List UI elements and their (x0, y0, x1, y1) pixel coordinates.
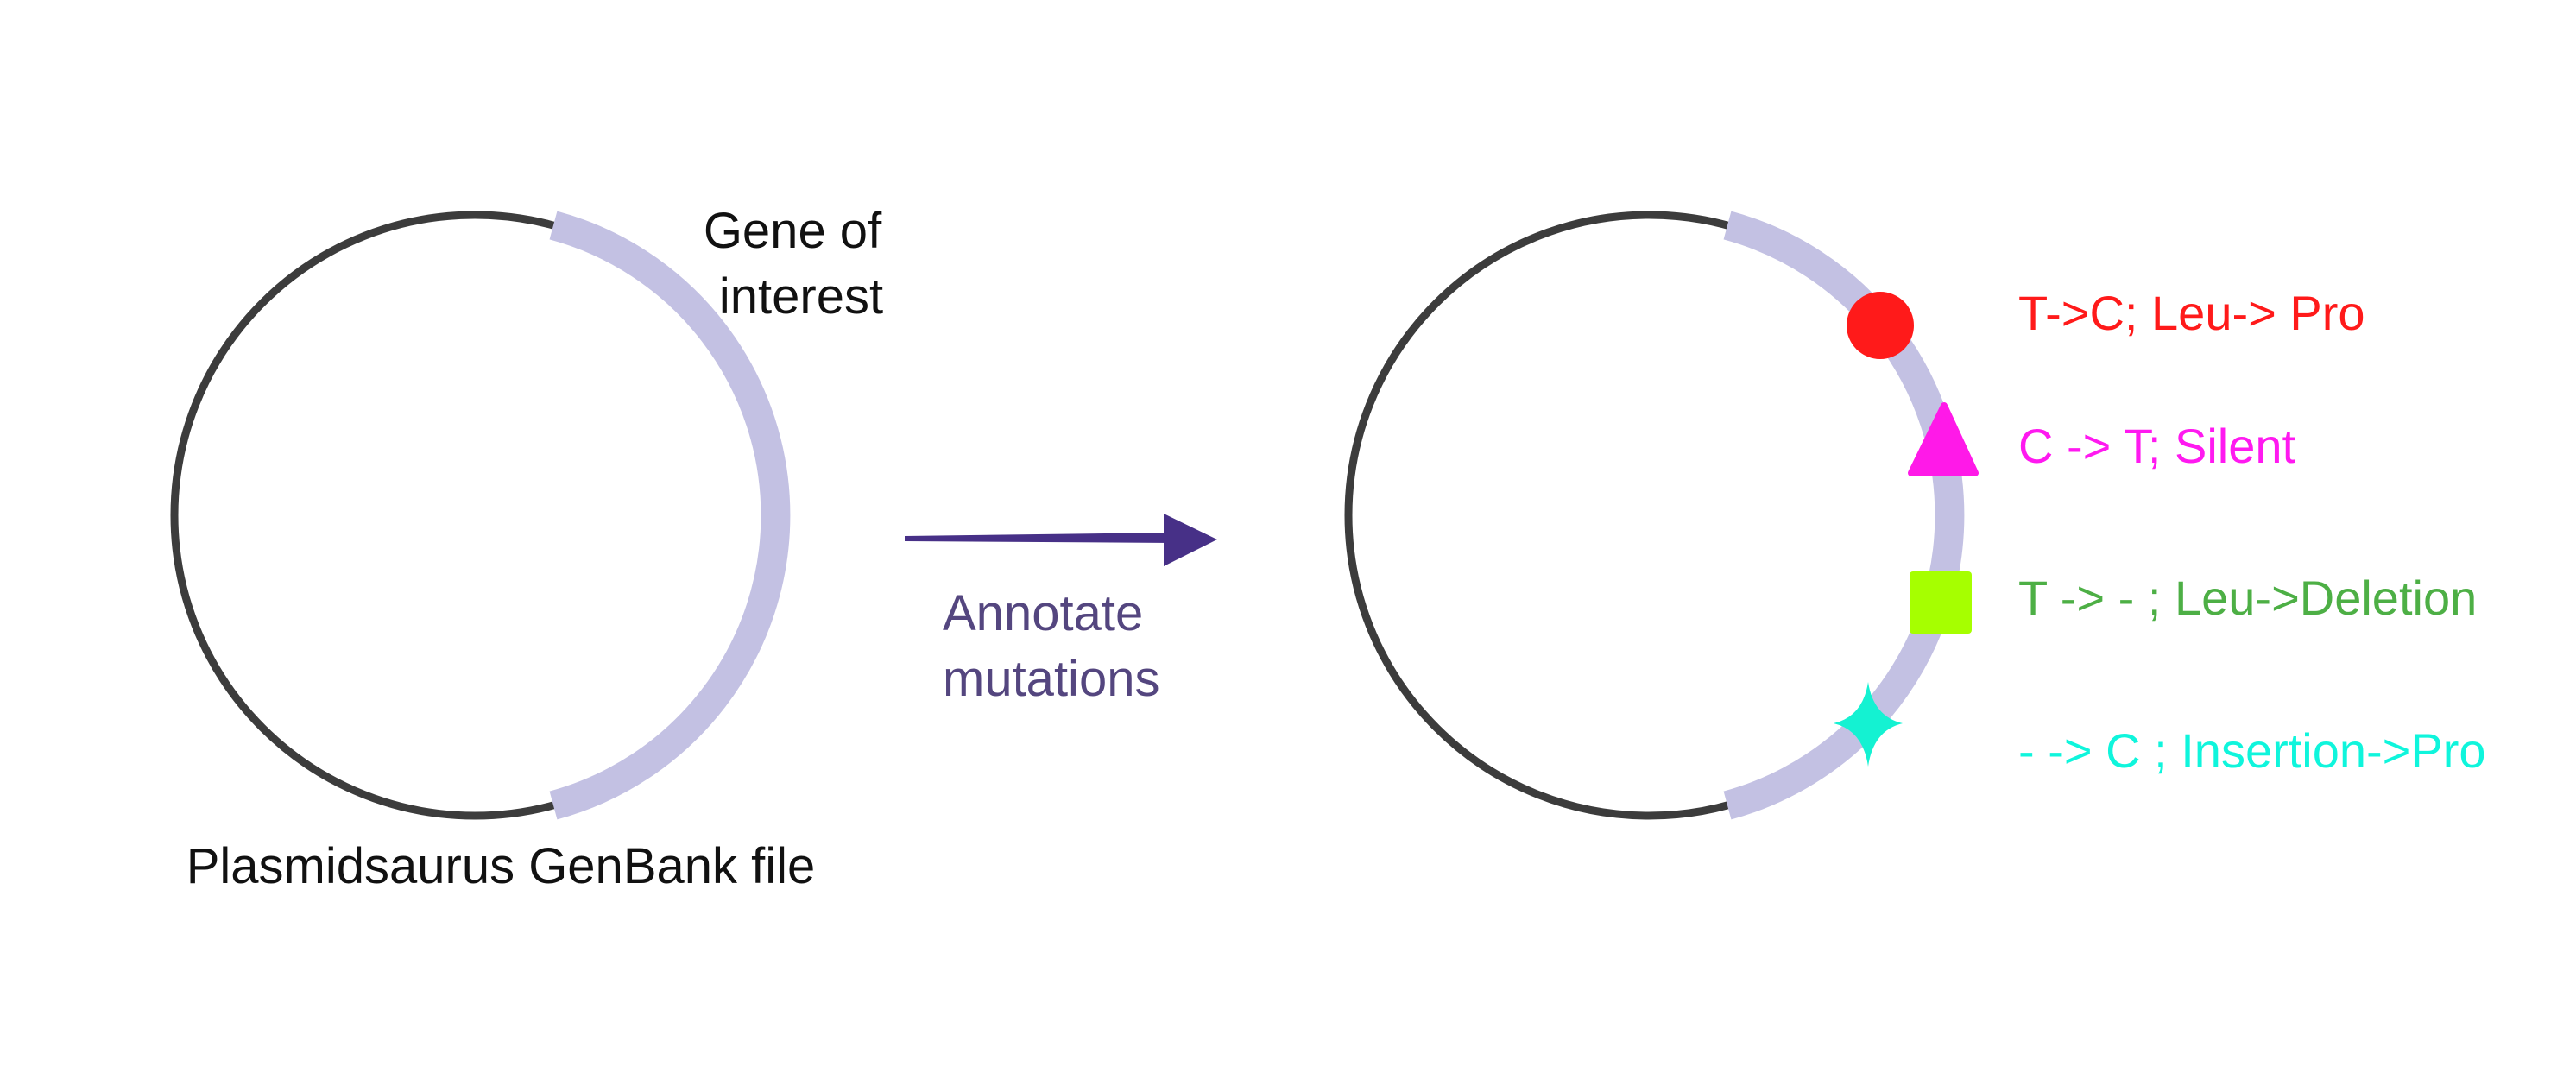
right-gene-of-interest-segment (1723, 211, 1965, 820)
mutation-label-insertion: - -> C ; Insertion->Pro (2018, 723, 2486, 778)
annotate-label-line1: Annotate (943, 585, 1143, 641)
gene-of-interest-label-line1: Gene of (704, 203, 882, 259)
mutation-label-silent: C -> T; Silent (2018, 419, 2296, 473)
arrow-shaft (905, 533, 1174, 543)
circle-icon (1847, 292, 1914, 359)
genbank-file-caption: Plasmidsaurus GenBank file (186, 838, 816, 894)
left-plasmid: Gene of interest Plasmidsaurus GenBank f… (170, 203, 883, 894)
right-plasmid (1344, 211, 1979, 820)
four-point-star-icon (1834, 682, 1903, 767)
mutation-label-leu-to-pro: T->C; Leu-> Pro (2018, 286, 2365, 340)
mutation-label-deletion: T -> - ; Leu->Deletion (2018, 571, 2477, 625)
square-icon (1910, 571, 1972, 634)
mutation-legend: T->C; Leu-> Pro C -> T; Silent T -> - ; … (2018, 286, 2486, 778)
annotate-arrow: Annotate mutations (905, 514, 1217, 707)
annotate-label-line2: mutations (943, 651, 1159, 707)
triangle-icon (1908, 402, 1979, 476)
arrow-head (1164, 514, 1217, 566)
left-gene-of-interest-segment (549, 211, 791, 820)
gene-of-interest-label-line2: interest (719, 268, 883, 325)
